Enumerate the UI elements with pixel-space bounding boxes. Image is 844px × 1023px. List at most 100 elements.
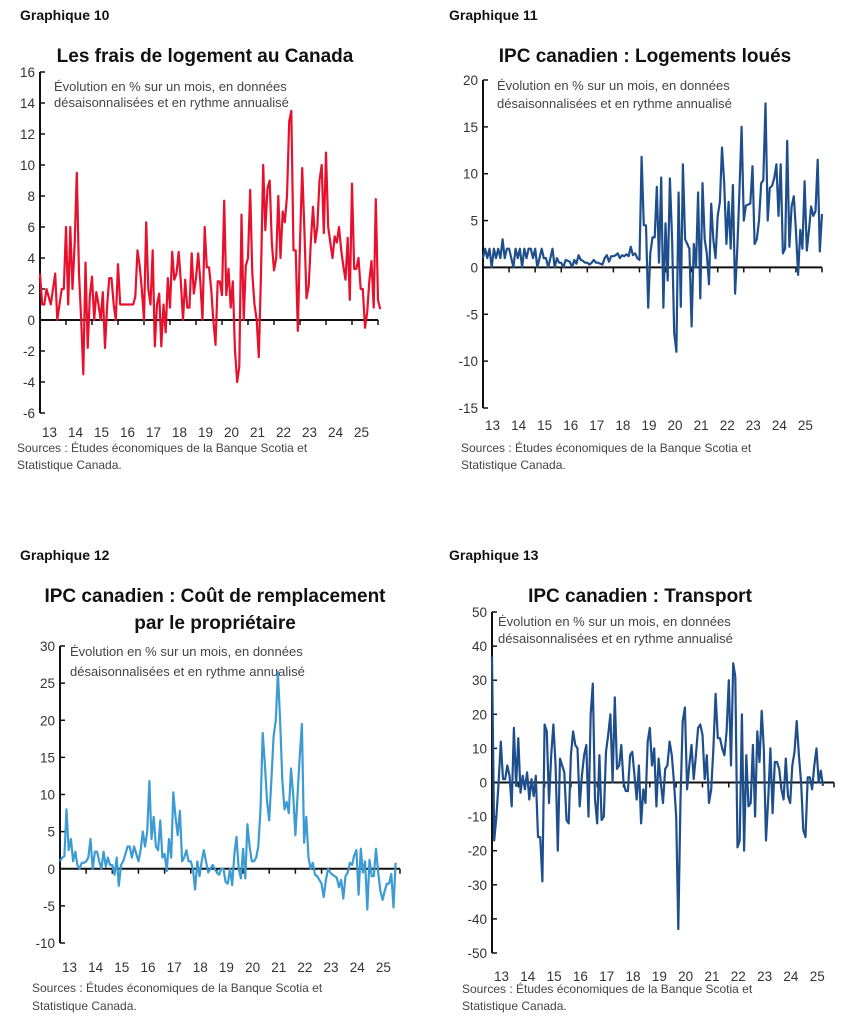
x-tick-label: 13 <box>494 969 509 984</box>
chart-10: Les frais de logement au Canada Évolution… <box>17 46 382 472</box>
x-tick-label: 21 <box>694 418 709 433</box>
y-tick-label: 25 <box>40 676 55 691</box>
x-tick-label: 20 <box>668 418 683 433</box>
x-tick-label: 24 <box>350 960 366 975</box>
chart-source: Sources : Études économiques de la Banqu… <box>462 981 753 996</box>
chart-title: IPC canadien : Transport <box>528 586 752 607</box>
y-tick-label: 0 <box>479 776 487 791</box>
chart-label-13: Graphique 13 <box>449 547 539 563</box>
x-tick-label: 19 <box>198 425 213 440</box>
x-tick-label: 22 <box>297 960 312 975</box>
y-tick-label: -10 <box>35 936 55 951</box>
chart-subtitle: Évolution en % sur un mois, en données <box>497 78 730 93</box>
y-tick-label: 16 <box>20 65 35 80</box>
x-tick-label: 21 <box>250 425 265 440</box>
x-tick-label: 21 <box>271 960 286 975</box>
x-tick-label: 23 <box>324 960 339 975</box>
x-tick-label: 14 <box>511 418 527 433</box>
x-tick-label: 22 <box>731 969 746 984</box>
x-tick-label: 14 <box>520 969 536 984</box>
y-tick-label: -30 <box>467 878 487 893</box>
x-tick-label: 16 <box>120 425 135 440</box>
x-tick-label: 15 <box>94 425 109 440</box>
x-tick-label: 16 <box>140 960 155 975</box>
y-tick-label: 20 <box>463 73 478 88</box>
x-tick-label: 19 <box>219 960 234 975</box>
x-tick-label: 20 <box>224 425 239 440</box>
chart-11: IPC canadien : Logements loués Évolution … <box>458 46 824 472</box>
x-tick-label: 15 <box>114 960 129 975</box>
x-tick-label: 13 <box>42 425 57 440</box>
y-tick-label: -5 <box>466 307 478 322</box>
x-tick-label: 23 <box>746 418 761 433</box>
x-tick-label: 23 <box>302 425 317 440</box>
series-line <box>38 109 382 384</box>
y-tick-label: 8 <box>27 189 35 204</box>
chart-subtitle: désaisonnalisées et en rythme annualisé <box>70 664 305 679</box>
x-tick-label: 24 <box>772 418 788 433</box>
chart-label-11: Graphique 11 <box>449 7 538 23</box>
x-tick-label: 24 <box>328 425 344 440</box>
x-tick-label: 19 <box>641 418 656 433</box>
chart-title: Les frais de logement au Canada <box>57 46 354 67</box>
chart-source: Sources : Études économiques de la Banqu… <box>17 440 308 455</box>
chart-subtitle: Évolution en % sur un mois, en données <box>70 644 303 659</box>
y-tick-label: 20 <box>472 707 487 722</box>
x-tick-label: 25 <box>798 418 813 433</box>
chart-source: Statistique Canada. <box>32 999 137 1013</box>
y-tick-label: 15 <box>463 120 478 135</box>
chart-source: Statistique Canada. <box>461 458 566 472</box>
chart-subtitle: désaisonnalisées et en rythme annualisé <box>498 631 733 646</box>
x-tick-label: 18 <box>172 425 187 440</box>
y-tick-label: 2 <box>27 282 35 297</box>
chart-subtitle: Évolution en % sur un mois, en données <box>498 614 731 629</box>
x-tick-label: 18 <box>615 418 630 433</box>
x-tick-label: 15 <box>537 418 552 433</box>
y-tick-label: 0 <box>27 313 35 328</box>
x-tick-label: 23 <box>757 969 772 984</box>
y-tick-label: 5 <box>47 825 55 840</box>
y-tick-label: 30 <box>472 673 487 688</box>
y-tick-label: -6 <box>23 406 35 421</box>
x-tick-label: 16 <box>563 418 578 433</box>
x-tick-label: 18 <box>193 960 208 975</box>
x-tick-label: 17 <box>146 425 161 440</box>
x-tick-label: 25 <box>354 425 369 440</box>
x-tick-label: 25 <box>810 969 825 984</box>
chart-title: IPC canadien : Coût de remplacement <box>44 586 386 607</box>
y-tick-label: 10 <box>463 167 478 182</box>
chart-title: par le propriétaire <box>134 613 296 634</box>
y-tick-label: 50 <box>472 605 487 620</box>
chart-subtitle: désaisonnalisées et en rythme annualisé <box>54 95 289 110</box>
y-tick-label: 0 <box>47 862 55 877</box>
y-tick-label: 15 <box>40 750 55 765</box>
series-line <box>481 102 824 353</box>
y-tick-label: 30 <box>40 639 55 654</box>
x-tick-label: 21 <box>704 969 719 984</box>
x-tick-label: 20 <box>678 969 693 984</box>
y-tick-label: 10 <box>472 741 487 756</box>
y-tick-label: -10 <box>458 354 478 369</box>
x-tick-label: 14 <box>88 960 104 975</box>
y-tick-label: -10 <box>467 810 487 825</box>
x-tick-label: 19 <box>652 969 667 984</box>
y-tick-label: 20 <box>40 713 55 728</box>
chart-title: IPC canadien : Logements loués <box>499 46 791 67</box>
chart-subtitle: Évolution en % sur un mois, en données <box>54 79 287 94</box>
x-tick-label: 18 <box>626 969 641 984</box>
y-tick-label: 6 <box>27 220 35 235</box>
x-tick-label: 22 <box>276 425 291 440</box>
y-tick-label: -2 <box>23 344 35 359</box>
chart-source: Sources : Études économiques de la Banqu… <box>461 440 752 455</box>
y-tick-label: 0 <box>470 260 478 275</box>
chart-label-12: Graphique 12 <box>20 547 110 563</box>
series-line <box>490 656 825 931</box>
y-tick-label: -40 <box>467 912 487 927</box>
chart-source: Statistique Canada. <box>17 458 122 472</box>
x-tick-label: 14 <box>68 425 84 440</box>
y-tick-label: 40 <box>472 639 487 654</box>
chart-13: IPC canadien : Transport Évolution en % s… <box>462 586 835 1013</box>
y-tick-label: -50 <box>467 946 487 961</box>
x-tick-label: 25 <box>376 960 391 975</box>
